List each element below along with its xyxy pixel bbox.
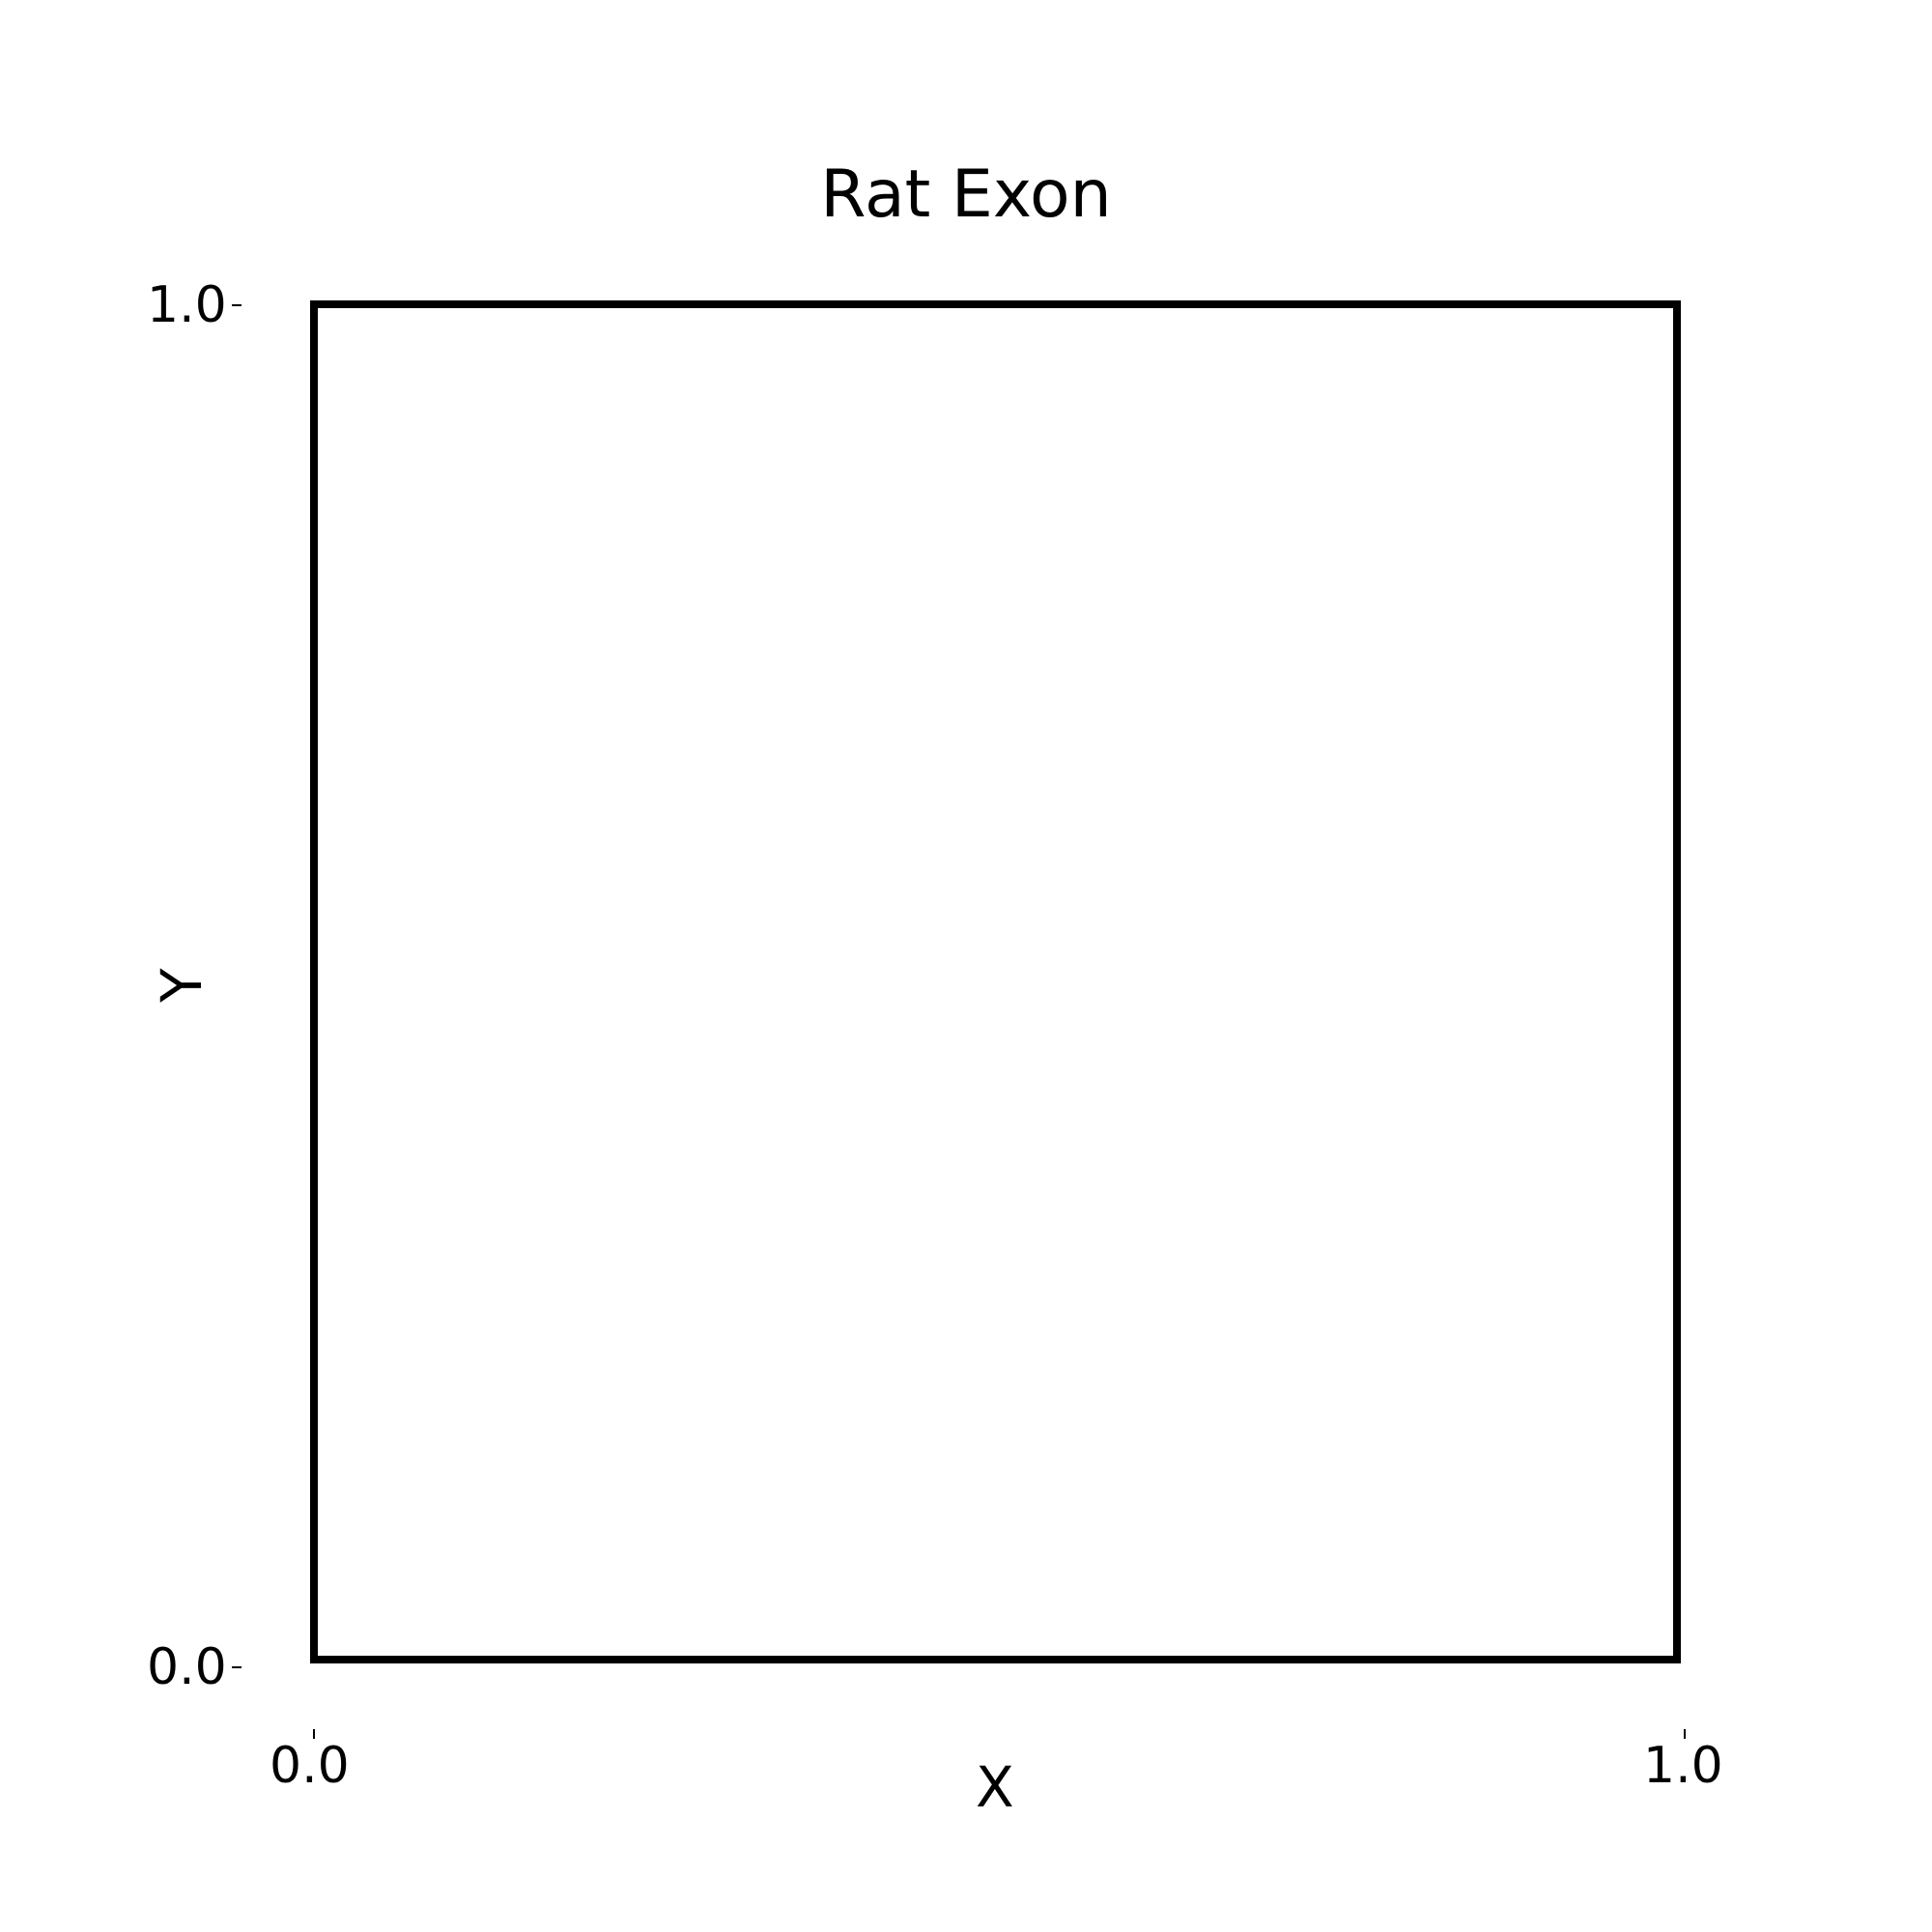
y-axis-label: Y [151,968,213,1002]
y-tick-mark [232,1666,242,1668]
y-tick-label: 0.0 [147,1638,227,1696]
y-tick-label: 1.0 [147,276,227,334]
chart-title: Rat Exon [0,156,1932,234]
x-axis-label: X [976,1756,1014,1818]
density-heatmap [318,308,1673,1656]
x-tick-label: 0.0 [270,1737,350,1795]
x-tick-label: 1.0 [1643,1737,1723,1795]
y-tick-mark [232,304,242,306]
plot-area [310,300,1681,1663]
